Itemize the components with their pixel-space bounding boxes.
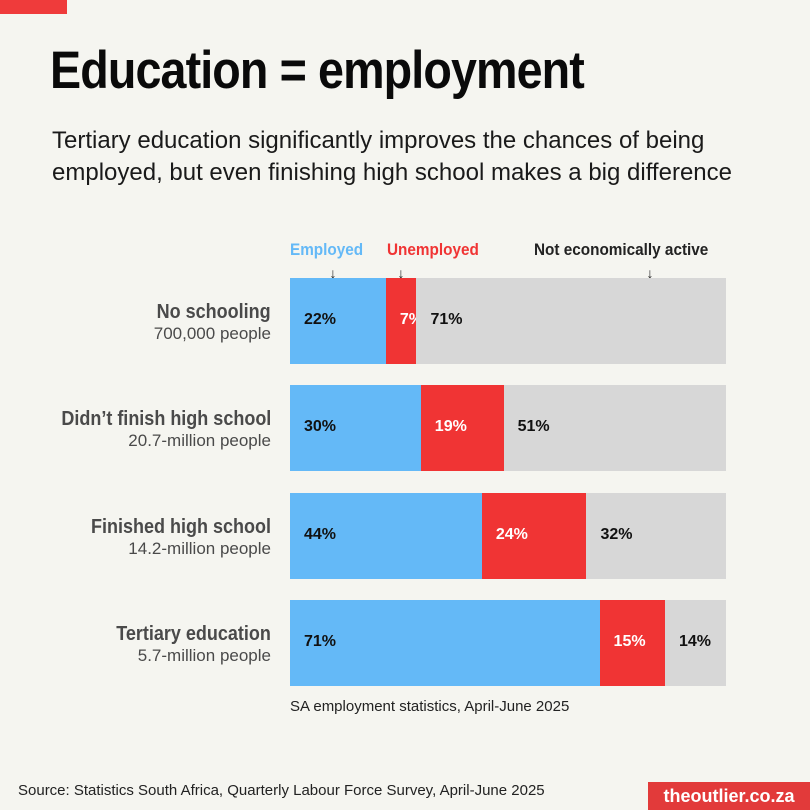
chart-title: Education = employment (50, 41, 585, 100)
category-population: 14.2-million people (128, 539, 271, 558)
bar-row: 44% 24% 32% (290, 493, 726, 579)
bar-segment-unemployed (385, 278, 417, 364)
legend-inactive-arrow-icon: ↓ (646, 265, 654, 281)
category-name: No schooling (156, 301, 271, 323)
legend-unemployed: Unemployed (387, 240, 479, 259)
chart-subtitle: Tertiary education significantly improve… (52, 127, 732, 186)
data-label: 15% (613, 633, 646, 650)
data-label: 22% (304, 311, 337, 328)
bar-segment-unemployed (481, 493, 587, 579)
category-population: 700,000 people (153, 324, 271, 343)
bar-row: 30% 19% 51% (290, 385, 726, 471)
legend-unemployed-arrow-icon: ↓ (397, 265, 405, 281)
category-population: 5.7-million people (137, 646, 271, 665)
category-population: 20.7-million people (128, 431, 271, 450)
data-label: 24% (495, 526, 528, 543)
bar-segment-not-economically-active (586, 493, 726, 579)
bar-segment-unemployed (599, 600, 665, 686)
category-label: No schooling 700,000 people (144, 300, 271, 344)
bar-segment-employed (290, 385, 421, 471)
legend-employed-arrow-icon: ↓ (329, 265, 337, 281)
bar-segment-not-economically-active (416, 278, 726, 364)
bar-row: 71% 15% 14% (290, 600, 726, 686)
data-label: 19% (434, 418, 467, 435)
chart-note: SA employment statistics, April-June 202… (290, 698, 570, 715)
data-label: 44% (304, 526, 337, 543)
brand-badge: theoutlier.co.za (648, 782, 810, 810)
data-label: 71% (304, 633, 337, 650)
category-label: Finished high school 14.2-million people (71, 515, 271, 559)
category-name: Tertiary education (116, 623, 271, 645)
bar-row: 22% 7% 71% (290, 278, 726, 364)
bar-segment-unemployed (420, 385, 504, 471)
data-label: 51% (517, 418, 550, 435)
legend-inactive: Not economically active (534, 240, 709, 259)
category-label: Tertiary education 5.7-million people (99, 622, 271, 666)
bar-segment-employed (290, 493, 482, 579)
bar-segment-employed (290, 278, 386, 364)
category-name: Finished high school (91, 516, 271, 538)
bar-segment-not-economically-active (664, 600, 726, 686)
top-accent-bar (0, 0, 67, 14)
data-label: 71% (430, 311, 463, 328)
bar-segment-employed (290, 600, 600, 686)
category-name: Didn’t finish high school (61, 408, 271, 430)
data-label: 14% (678, 633, 711, 650)
category-label: Didn’t finish high school 20.7-million pe… (38, 407, 271, 451)
legend-employed: Employed (290, 240, 364, 259)
data-label: 30% (304, 418, 337, 435)
source-credit: Source: Statistics South Africa, Quarter… (18, 782, 545, 799)
bar-segment-not-economically-active (503, 385, 726, 471)
data-label: 32% (600, 526, 633, 543)
